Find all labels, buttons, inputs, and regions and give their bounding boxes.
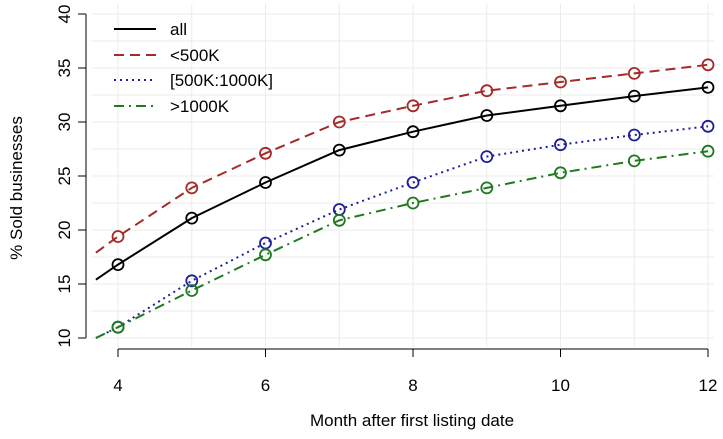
data-point-marker xyxy=(554,99,567,113)
data-point-marker xyxy=(627,128,641,142)
data-point-marker xyxy=(185,284,199,297)
x-tick-label: 8 xyxy=(408,376,417,395)
data-point-marker xyxy=(627,67,641,80)
data-point-marker xyxy=(332,115,346,129)
x-tick-label: 6 xyxy=(261,376,270,395)
data-point-marker xyxy=(554,75,567,89)
series-line-3 xyxy=(95,150,709,339)
data-point-marker xyxy=(554,166,567,180)
data-point-marker xyxy=(111,258,125,272)
y-tick-label: 40 xyxy=(55,5,74,24)
data-point-marker xyxy=(111,230,125,243)
x-tick-label: 12 xyxy=(699,376,718,395)
data-point-marker xyxy=(406,176,420,189)
legend-label: >1000K xyxy=(170,97,230,116)
data-point-marker xyxy=(480,109,494,122)
data-point-marker xyxy=(406,125,420,139)
data-point-marker xyxy=(332,143,346,157)
x-tick-label: 10 xyxy=(551,376,570,395)
data-point-marker xyxy=(701,119,715,133)
series-layer xyxy=(95,58,715,339)
y-axis-label: % Sold businesses xyxy=(7,116,26,260)
legend-label: [500K:1000K] xyxy=(170,71,273,90)
data-point-marker xyxy=(480,181,494,195)
axes: 4 6 8 10 12 10 15 20 25 30 35 40 xyxy=(55,5,717,395)
y-tick-label: 20 xyxy=(55,221,74,240)
data-point-marker xyxy=(406,99,420,113)
y-tick-label: 10 xyxy=(55,329,74,348)
legend: all <500K [500K:1000K] >1000K xyxy=(114,20,273,116)
data-point-marker xyxy=(406,196,420,210)
data-point-marker xyxy=(185,211,199,225)
data-point-marker xyxy=(701,81,715,94)
data-point-marker xyxy=(185,181,199,195)
y-tick-label: 35 xyxy=(55,59,74,78)
legend-label: <500K xyxy=(170,46,220,65)
data-point-marker xyxy=(701,58,715,72)
y-tick-label: 25 xyxy=(55,167,74,186)
series-line-0 xyxy=(95,86,709,281)
data-point-marker xyxy=(627,154,641,168)
x-axis-label: Month after first listing date xyxy=(310,411,514,430)
data-point-marker xyxy=(554,138,567,152)
series-line-2 xyxy=(95,125,709,339)
data-point-marker xyxy=(480,150,494,164)
data-point-marker xyxy=(332,213,346,227)
y-tick-label: 15 xyxy=(55,275,74,294)
data-point-marker xyxy=(701,144,715,158)
data-point-marker xyxy=(259,176,272,189)
data-point-marker xyxy=(185,274,199,288)
legend-label: all xyxy=(170,20,187,39)
x-tick-label: 4 xyxy=(113,376,122,395)
data-point-marker xyxy=(627,89,641,103)
data-point-marker xyxy=(111,320,125,334)
data-point-marker xyxy=(259,146,272,160)
data-point-marker xyxy=(259,248,272,262)
series-line-1 xyxy=(95,63,709,254)
data-point-marker xyxy=(480,84,494,98)
y-tick-label: 30 xyxy=(55,113,74,132)
